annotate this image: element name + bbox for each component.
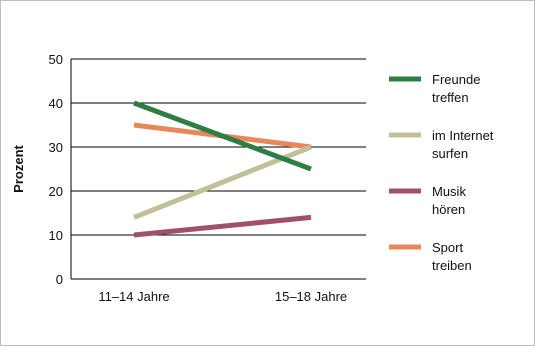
legend-item: Musik hören (389, 184, 466, 217)
legend-label: im Internet (432, 128, 494, 143)
y-tick-label: 50 (49, 52, 63, 67)
legend-label: Musik (432, 184, 466, 199)
series-line-freunde-treffen (133, 100, 312, 172)
legend-label: treffen (432, 90, 469, 105)
x-tick-label: 15–18 Jahre (275, 289, 347, 304)
x-tick-label: 11–14 Jahre (98, 289, 169, 304)
legend-item: Sport treiben (389, 240, 472, 273)
series-lines (133, 100, 312, 238)
legend-label: Freunde (432, 72, 480, 87)
grid-lines (70, 58, 366, 280)
y-tick-label: 20 (49, 184, 63, 199)
y-tick-label: 10 (49, 228, 63, 243)
legend-label: hören (432, 202, 465, 217)
series-line-musik-h-ren (133, 214, 312, 238)
y-axis-title: Prozent (11, 144, 26, 192)
legend-item: im Internet surfen (389, 128, 494, 161)
x-tick-labels: 11–14 Jahre 15–18 Jahre (98, 289, 347, 304)
y-tick-label: 40 (49, 96, 63, 111)
y-tick-label: 0 (56, 272, 63, 287)
legend-label: treiben (432, 258, 472, 273)
legend-item: Freunde treffen (389, 72, 480, 105)
legend-label: Sport (432, 240, 463, 255)
legend-label: surfen (432, 146, 468, 161)
legend: Freunde treffen im Internet surfen Musik höre… (389, 72, 494, 273)
y-tick-label: 30 (49, 140, 63, 155)
y-tick-labels: 0 10 20 30 40 50 (49, 52, 63, 287)
